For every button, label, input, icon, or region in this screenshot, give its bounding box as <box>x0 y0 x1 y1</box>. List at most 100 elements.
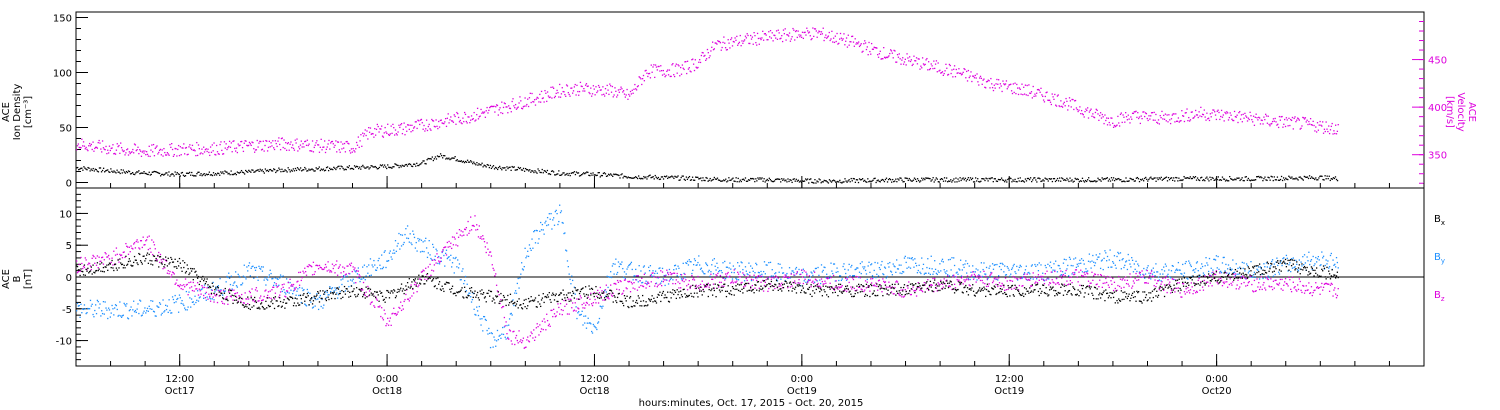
velocity-point <box>519 96 521 98</box>
velocity-point <box>1303 118 1306 120</box>
ion-density-point <box>566 172 568 175</box>
ion-density-point <box>574 173 577 176</box>
ion-density-point <box>197 171 199 173</box>
ion-density-point <box>754 180 756 183</box>
by-point <box>860 272 862 275</box>
velocity-point <box>266 150 269 152</box>
by-point <box>78 304 80 307</box>
ion-density-point <box>175 173 177 176</box>
ion-density-point <box>619 177 621 179</box>
ion-density-point <box>247 171 249 173</box>
velocity-point <box>221 149 223 152</box>
velocity-point <box>775 30 778 32</box>
ion-density-point <box>130 172 133 175</box>
velocity-point <box>511 100 513 103</box>
ion-density-point <box>557 173 559 175</box>
by-point <box>737 262 739 264</box>
ion-density-point <box>877 179 879 181</box>
by-point <box>191 301 194 303</box>
velocity-point <box>736 35 738 38</box>
by-point <box>627 266 629 268</box>
velocity-point <box>731 45 734 47</box>
by-point <box>476 310 479 312</box>
velocity-point <box>994 87 996 89</box>
ion-density-point <box>545 171 548 174</box>
ion-density-point <box>1168 178 1171 181</box>
velocity-point <box>919 68 921 70</box>
ion-density-point <box>515 169 517 171</box>
ion-density-point <box>429 158 431 160</box>
by-point <box>650 274 652 276</box>
by-point <box>893 265 895 267</box>
ion-density-point <box>395 163 397 166</box>
velocity-point <box>217 153 220 155</box>
ion-density-point <box>703 179 705 182</box>
ion-density-point <box>561 173 563 176</box>
ion-density-point <box>1144 177 1146 180</box>
velocity-point <box>190 147 192 149</box>
velocity-point <box>699 61 702 64</box>
bz-point <box>165 260 168 262</box>
by-point <box>339 290 341 293</box>
ion-density-point <box>528 170 530 172</box>
ion-density-point <box>239 171 242 173</box>
ion-density-point <box>127 170 130 172</box>
velocity-point <box>515 108 518 110</box>
velocity-point <box>521 108 524 110</box>
bz-point <box>157 255 159 257</box>
velocity-point <box>260 149 263 151</box>
velocity-point <box>998 87 1001 89</box>
by-point <box>227 276 229 279</box>
by-point <box>1337 267 1339 269</box>
velocity-point <box>564 93 566 96</box>
ion-density-point <box>141 172 143 174</box>
velocity-point <box>1185 112 1187 114</box>
velocity-point <box>270 142 272 144</box>
ion-density-point <box>494 166 497 169</box>
by-point <box>303 288 305 291</box>
velocity-point <box>920 65 922 67</box>
bz-point <box>607 296 609 299</box>
ion-density-point <box>291 170 293 172</box>
bz-point <box>175 282 177 284</box>
ion-density-point <box>589 174 591 177</box>
velocity-point <box>1204 116 1206 118</box>
by-point <box>77 305 80 307</box>
velocity-point <box>576 84 578 87</box>
bz-point <box>275 283 277 285</box>
by-point <box>119 301 121 303</box>
by-point <box>252 265 254 267</box>
velocity-point <box>419 119 422 121</box>
by-point <box>254 267 256 269</box>
velocity-point <box>529 92 531 94</box>
velocity-point <box>1308 120 1310 123</box>
velocity-point <box>153 155 156 157</box>
by-point <box>127 318 130 320</box>
velocity-point <box>193 149 195 151</box>
ion-density-point <box>1299 176 1301 178</box>
ion-density-point <box>872 179 874 181</box>
by-point <box>1115 267 1117 269</box>
ion-density-point <box>1205 177 1207 179</box>
velocity-point <box>521 107 523 109</box>
by-point <box>1287 270 1289 272</box>
by-point <box>487 333 489 335</box>
by-point <box>176 298 178 301</box>
velocity-point <box>1248 118 1250 121</box>
by-point <box>485 319 487 322</box>
velocity-point <box>267 146 270 149</box>
by-point <box>1072 265 1074 267</box>
by-point <box>482 330 484 332</box>
by-point <box>1139 274 1142 276</box>
velocity-point <box>199 153 201 155</box>
ion-density-point <box>1287 178 1289 181</box>
bz-point <box>199 290 201 292</box>
velocity-point <box>1267 115 1269 117</box>
ion-density-point <box>144 172 146 175</box>
ion-density-point <box>479 164 481 166</box>
velocity-point <box>553 96 556 99</box>
by-point <box>250 267 252 269</box>
velocity-point <box>730 38 732 41</box>
ion-density-point <box>1217 176 1219 178</box>
by-point <box>128 309 131 312</box>
